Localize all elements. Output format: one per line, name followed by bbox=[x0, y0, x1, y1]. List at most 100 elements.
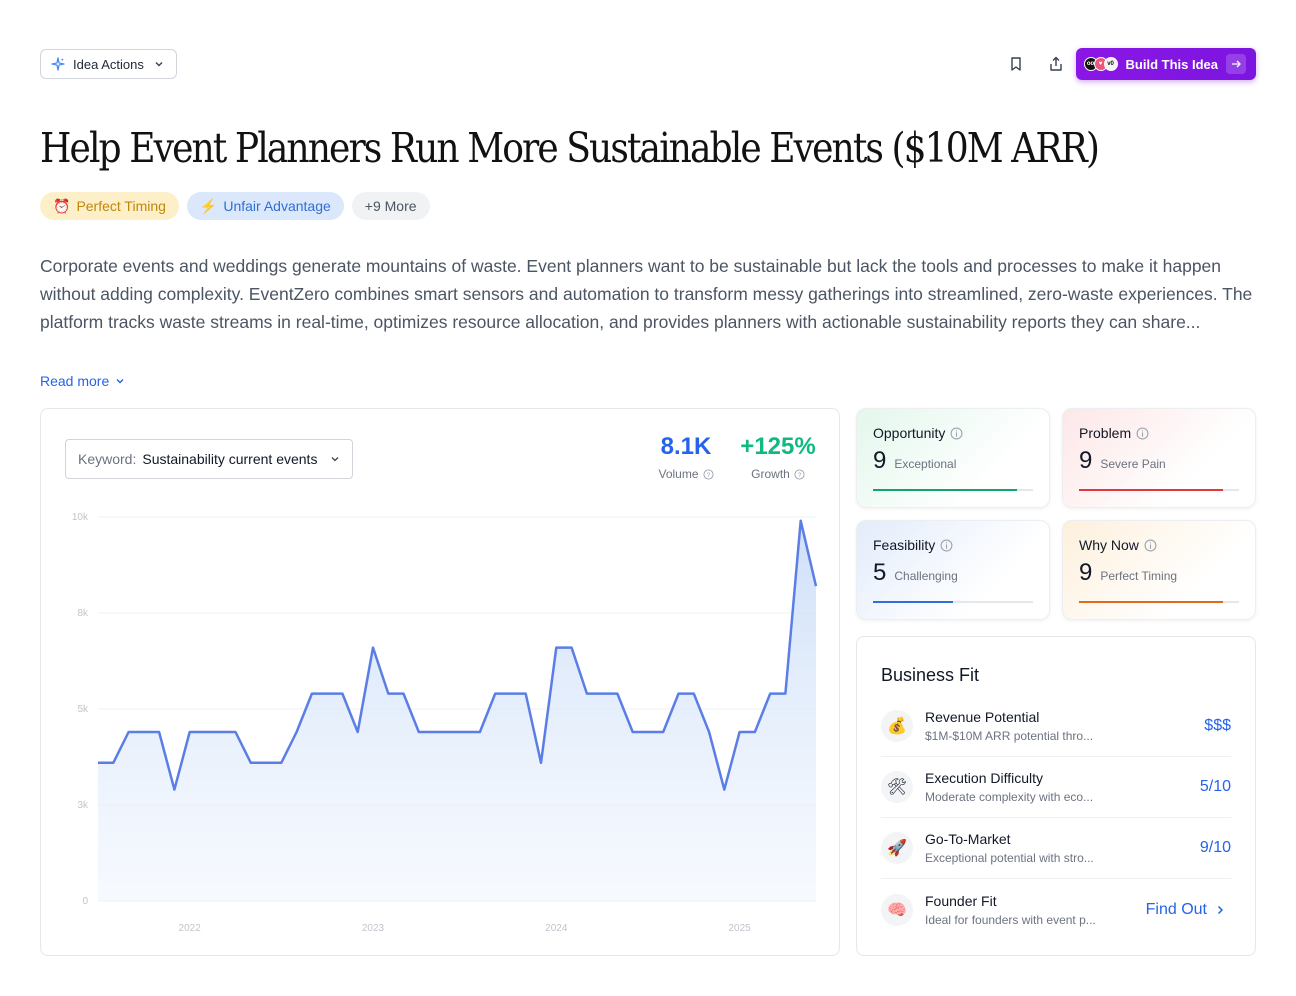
trend-chart-card: 0 3k 5k 8k 10k 2022 2023 2024 2025 Keyword: Sust… bbox=[40, 408, 840, 956]
top-bar: Idea Actions oo ♥ v0 Build This Idea bbox=[40, 48, 1256, 80]
find-out-button[interactable]: Find Out bbox=[1133, 896, 1231, 923]
growth-label: Growth bbox=[751, 467, 790, 481]
tag-list: ⏰ Perfect Timing ⚡ Unfair Advantage +9 M… bbox=[40, 192, 430, 220]
bookmark-icon bbox=[1010, 57, 1021, 71]
y-tick-label: 3k bbox=[77, 800, 89, 811]
arrow-right-icon bbox=[1226, 54, 1246, 74]
help-icon[interactable]: ? bbox=[702, 468, 714, 480]
y-tick-label: 5k bbox=[77, 704, 89, 715]
tag-label: Unfair Advantage bbox=[223, 198, 331, 214]
score-bar bbox=[1079, 601, 1239, 603]
score-value: 9 bbox=[1079, 559, 1093, 586]
idea-actions-button[interactable]: Idea Actions bbox=[40, 49, 177, 79]
business-fit-row-gtm[interactable]: 🚀 Go-To-Market Exceptional potential wit… bbox=[881, 818, 1231, 879]
row-name: Revenue Potential bbox=[925, 709, 1040, 725]
bookmark-button[interactable] bbox=[996, 48, 1036, 80]
row-value: $$$ bbox=[1204, 717, 1231, 734]
series-area bbox=[98, 520, 816, 901]
business-fit-row-execution[interactable]: 🛠 Execution Difficulty Moderate complexi… bbox=[881, 757, 1231, 818]
tools-icon: 🛠 bbox=[881, 771, 913, 803]
read-more-link[interactable]: Read more bbox=[40, 373, 125, 389]
lightning-icon: ⚡ bbox=[199, 197, 218, 214]
score-title: Problem bbox=[1079, 425, 1132, 441]
svg-text:?: ? bbox=[798, 471, 802, 478]
score-bar bbox=[873, 601, 1033, 603]
build-label: Build This Idea bbox=[1125, 56, 1218, 72]
idea-description: Corporate events and weddings generate m… bbox=[40, 256, 1253, 332]
y-tick-label: 10k bbox=[72, 512, 89, 523]
score-word: Exceptional bbox=[894, 457, 957, 471]
chevron-down-icon bbox=[155, 62, 163, 67]
chevron-down-icon bbox=[331, 457, 339, 462]
info-icon[interactable] bbox=[1144, 539, 1157, 552]
row-subtitle: Ideal for founders with event p... bbox=[925, 912, 1096, 927]
info-icon[interactable] bbox=[950, 427, 963, 440]
chevron-down-icon bbox=[116, 379, 124, 384]
row-value: 5/10 bbox=[1199, 778, 1231, 795]
help-icon[interactable]: ? bbox=[794, 468, 805, 480]
x-tick-label: 2022 bbox=[179, 923, 202, 934]
share-icon bbox=[1049, 56, 1062, 71]
score-bar-fill bbox=[873, 489, 1017, 491]
series-line bbox=[98, 519, 818, 791]
business-fit-row-revenue[interactable]: 💰 Revenue Potential $1M-$10M ARR potenti… bbox=[881, 696, 1231, 757]
keyword-select[interactable]: Keyword: Sustainability current events bbox=[65, 439, 353, 479]
score-word: Severe Pain bbox=[1100, 457, 1166, 471]
y-tick-label: 8k bbox=[77, 608, 89, 619]
score-bar-fill bbox=[873, 601, 953, 603]
x-tick-label: 2023 bbox=[362, 923, 385, 934]
volume-metric: 8.1K Volume ? bbox=[653, 433, 719, 481]
money-bag-icon: 💰 bbox=[881, 710, 913, 742]
score-word: Challenging bbox=[894, 569, 958, 583]
row-name: Execution Difficulty bbox=[925, 770, 1044, 786]
row-name: Go-To-Market bbox=[925, 831, 1011, 847]
growth-value: +125% bbox=[740, 433, 816, 460]
y-tick-label: 0 bbox=[82, 896, 88, 907]
score-word: Perfect Timing bbox=[1100, 569, 1178, 583]
score-bar bbox=[1079, 489, 1239, 491]
row-subtitle: $1M-$10M ARR potential thro... bbox=[925, 729, 1094, 743]
keyword-label: Keyword: bbox=[78, 451, 137, 467]
svg-text:?: ? bbox=[706, 471, 710, 478]
logo-c-icon: v0 bbox=[1103, 57, 1118, 71]
score-card-why-now[interactable]: Why Now 9 Perfect Timing bbox=[1062, 520, 1256, 620]
read-more-label: Read more bbox=[40, 373, 110, 389]
score-card-problem[interactable]: Problem 9 Severe Pain bbox=[1062, 408, 1256, 508]
page-title: Help Event Planners Run More Sustainable… bbox=[40, 124, 1100, 172]
build-this-idea-button[interactable]: oo ♥ v0 Build This Idea bbox=[1075, 48, 1256, 80]
tag-label: Perfect Timing bbox=[76, 198, 166, 214]
score-bar-fill bbox=[1079, 489, 1223, 491]
score-value: 9 bbox=[1079, 447, 1093, 474]
business-fit-card: Business Fit 💰 Revenue Potential $1M-$10… bbox=[856, 636, 1256, 956]
score-card-feasibility[interactable]: Feasibility 5 Challenging bbox=[856, 520, 1050, 620]
chevron-right-icon bbox=[1217, 905, 1224, 914]
row-subtitle: Exceptional potential with stro... bbox=[925, 851, 1094, 865]
score-title: Why Now bbox=[1079, 537, 1139, 553]
tag-perfect-timing[interactable]: ⏰ Perfect Timing bbox=[40, 192, 179, 220]
sparkle-icon bbox=[51, 57, 65, 71]
score-value: 9 bbox=[873, 447, 887, 474]
tag-label: +9 More bbox=[364, 198, 417, 214]
share-button[interactable] bbox=[1036, 48, 1076, 80]
score-bar-fill bbox=[1079, 601, 1223, 603]
x-tick-label: 2024 bbox=[545, 923, 568, 934]
growth-metric: +125% Growth ? bbox=[733, 433, 823, 481]
score-value: 5 bbox=[873, 559, 887, 586]
find-out-label: Find Out bbox=[1145, 900, 1207, 918]
score-card-opportunity[interactable]: Opportunity 9 Exceptional bbox=[856, 408, 1050, 508]
info-icon[interactable] bbox=[1136, 427, 1149, 440]
brain-icon: 🧠 bbox=[881, 893, 913, 926]
info-icon[interactable] bbox=[940, 539, 953, 552]
top-actions: oo ♥ v0 Build This Idea bbox=[996, 48, 1256, 80]
score-title: Feasibility bbox=[873, 537, 936, 553]
business-fit-row-founder[interactable]: 🧠 Founder Fit Ideal for founders with ev… bbox=[881, 879, 1231, 940]
row-subtitle: Moderate complexity with eco... bbox=[925, 790, 1094, 804]
partner-logos: oo ♥ v0 bbox=[1083, 57, 1118, 71]
row-value: 9/10 bbox=[1199, 839, 1231, 856]
rocket-icon: 🚀 bbox=[881, 832, 913, 864]
tag-unfair-advantage[interactable]: ⚡ Unfair Advantage bbox=[186, 192, 344, 220]
keyword-value: Sustainability current events bbox=[142, 451, 318, 467]
alarm-clock-icon: ⏰ bbox=[53, 197, 71, 214]
tag-more[interactable]: +9 More bbox=[351, 192, 430, 220]
idea-actions-label: Idea Actions bbox=[73, 56, 144, 72]
